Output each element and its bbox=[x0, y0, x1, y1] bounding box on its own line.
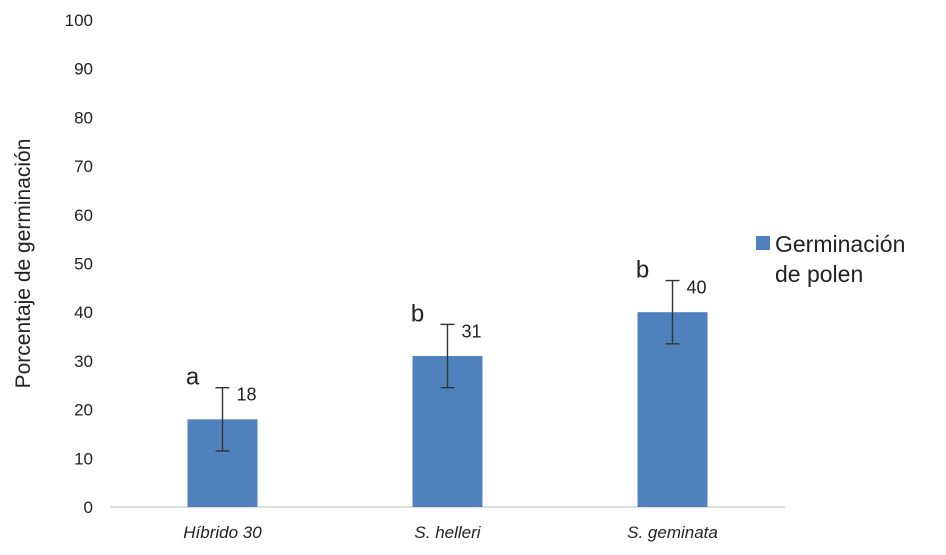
y-tick-label: 40 bbox=[74, 303, 93, 322]
data-label: 40 bbox=[687, 278, 707, 298]
data-label: 31 bbox=[462, 321, 482, 341]
legend-swatch bbox=[756, 236, 770, 250]
significance-letter: b bbox=[411, 300, 424, 327]
x-tick-label: Híbrido 30 bbox=[183, 523, 262, 542]
y-tick-label: 90 bbox=[74, 60, 93, 79]
bar bbox=[637, 312, 708, 507]
legend-label: de polen bbox=[775, 261, 863, 287]
y-tick-label: 20 bbox=[74, 401, 93, 420]
y-tick-label: 80 bbox=[74, 108, 93, 127]
y-axis-label: Porcentaje de germinación bbox=[12, 139, 35, 389]
y-tick-label: 30 bbox=[74, 352, 93, 371]
significance-letter: b bbox=[636, 257, 649, 284]
legend-label: Germinación bbox=[775, 231, 905, 257]
x-tick-label: S. helleri bbox=[414, 523, 481, 542]
y-tick-label: 60 bbox=[74, 206, 93, 225]
x-tick-label: S. geminata bbox=[627, 523, 718, 542]
y-tick-label: 10 bbox=[74, 449, 93, 468]
y-tick-label: 0 bbox=[84, 498, 93, 517]
data-label: 18 bbox=[237, 385, 257, 405]
y-tick-label: 50 bbox=[74, 255, 93, 274]
y-tick-label: 70 bbox=[74, 157, 93, 176]
significance-letter: a bbox=[186, 364, 200, 391]
y-tick-label: 100 bbox=[65, 11, 93, 30]
